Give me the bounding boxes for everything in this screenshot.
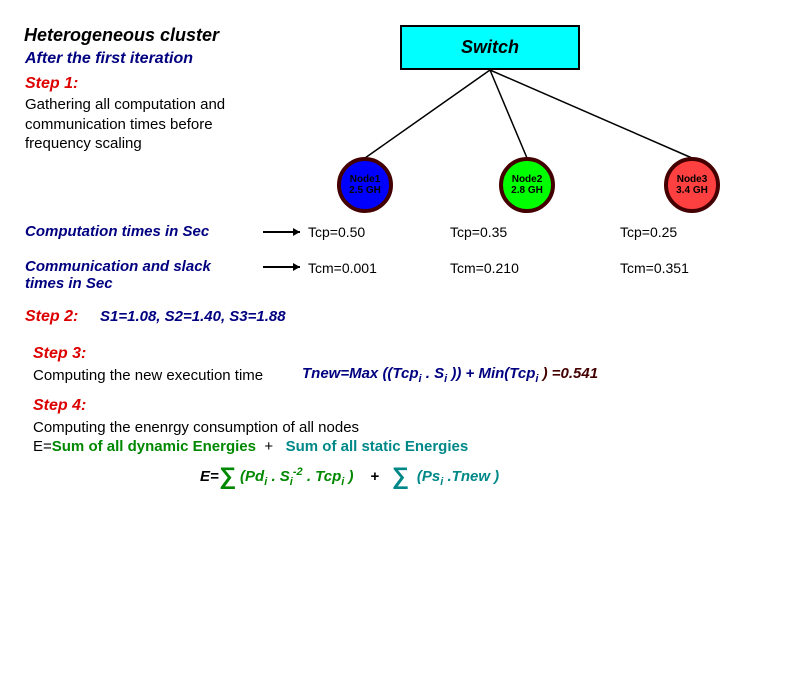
step1-desc: Gathering all computation and communicat… (25, 95, 225, 154)
switch-box: Switch (400, 25, 580, 70)
node3-freq: 3.4 GH (676, 185, 708, 196)
node3-name: Node3 (677, 174, 708, 185)
step3-desc: Computing the new execution time (33, 366, 263, 386)
tcp-node1: Tcp=0.50 (308, 224, 365, 240)
step2-values: S1=1.08, S2=1.40, S3=1.88 (100, 308, 286, 325)
comp-times-label: Computation times in Sec (25, 223, 209, 240)
step3-formula: Tnew=Max ((Tcpi . Si )) + Min(Tcpi ) =0.… (302, 365, 598, 385)
node1-freq: 2.5 GH (349, 185, 381, 196)
node3-circle: Node3 3.4 GH (664, 157, 720, 213)
switch-label: Switch (461, 37, 519, 58)
step2-label: Step 2: (25, 308, 78, 326)
step4-desc: Computing the enenrgy consumption of all… (33, 418, 359, 438)
comm-times-label: Communication and slack times in Sec (25, 258, 211, 292)
step3-label: Step 3: (33, 345, 86, 363)
tcp-node2: Tcp=0.35 (450, 224, 507, 240)
step4-eq: E=Sum of all dynamic Energies + Sum of a… (33, 437, 468, 457)
step4-label: Step 4: (33, 397, 86, 415)
subtitle: After the first iteration (25, 50, 193, 68)
tcm-node2: Tcm=0.210 (450, 260, 519, 276)
tcm-node1: Tcm=0.001 (308, 260, 377, 276)
node1-circle: Node1 2.5 GH (337, 157, 393, 213)
formula-energy: E=∑ (Pdi . Si-2 . Tcpi ) + ∑ (Psi .Tnew … (200, 463, 499, 491)
tcp-node3: Tcp=0.25 (620, 224, 677, 240)
node1-name: Node1 (350, 174, 381, 185)
node2-circle: Node2 2.8 GH (499, 157, 555, 213)
main-title: Heterogeneous cluster (24, 25, 219, 46)
node2-name: Node2 (512, 174, 543, 185)
step1-label: Step 1: (25, 75, 78, 93)
node2-freq: 2.8 GH (511, 185, 543, 196)
tcm-node3: Tcm=0.351 (620, 260, 689, 276)
